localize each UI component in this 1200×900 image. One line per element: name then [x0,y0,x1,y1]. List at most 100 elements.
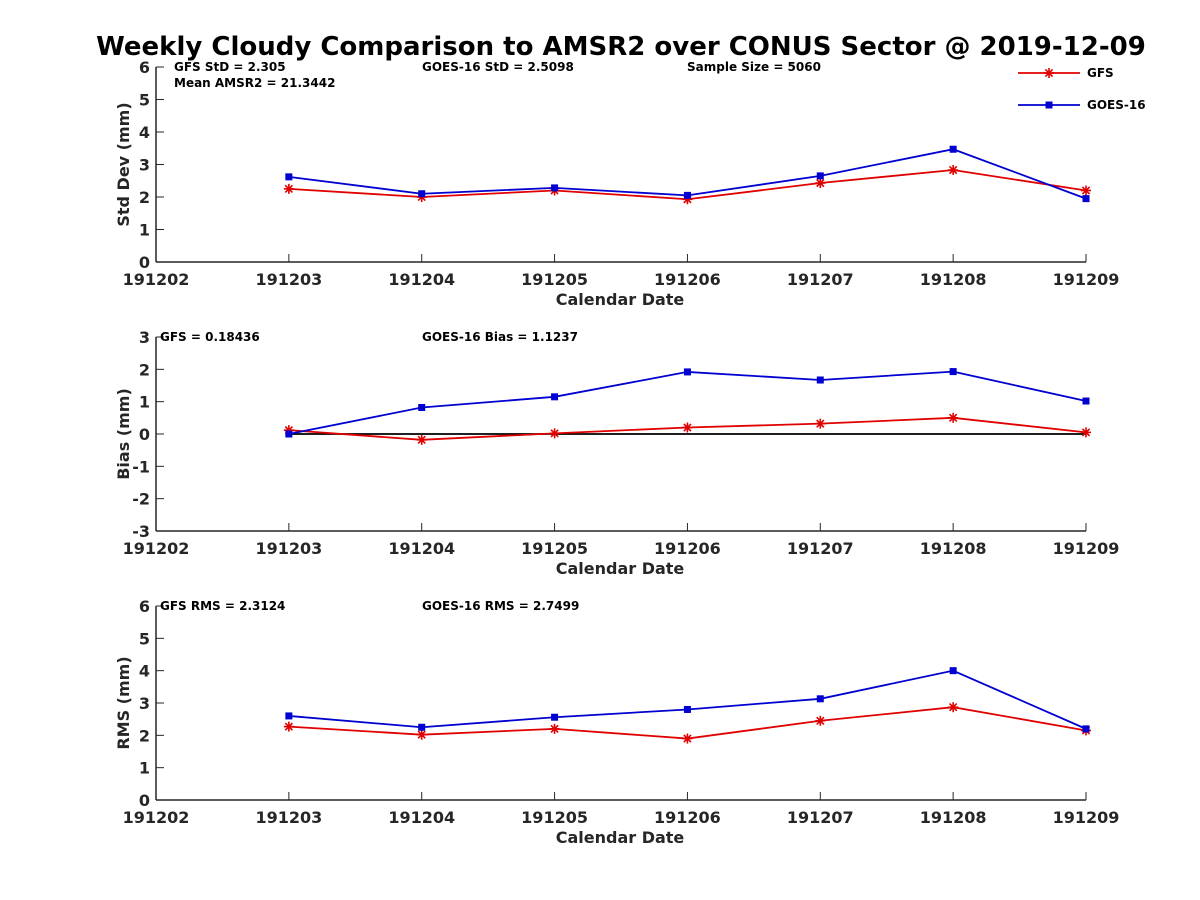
data-point [285,430,293,438]
y-tick-label: 6 [139,597,150,616]
panels: 0 1 2 3 4 5 6 191202 191203 191204 191205 191206 191… [114,58,1119,847]
data-point [816,172,824,180]
data-point [549,723,560,734]
x-tick-label: 191209 [1053,270,1120,289]
y-tick-label: 3 [139,694,150,713]
panel-rms: 0 1 2 3 4 5 6 191202 191203 191204 191205 191206 191… [114,597,1119,847]
x-tick-label: 191208 [920,270,987,289]
y-tick-label: -1 [132,457,150,476]
x-tick-label: 191203 [255,539,322,558]
y-tick-label: 3 [139,328,150,347]
x-tick-label: 191207 [787,808,854,827]
x-tick-label: 191205 [521,270,588,289]
y-axis-label: Std Dev (mm) [114,102,133,226]
annotation-sample-size: Sample Size = 5060 [687,60,821,74]
x-tick-label: 191209 [1053,808,1120,827]
x-tick-label: 191206 [654,539,721,558]
y-tick-label: 3 [139,156,150,175]
data-point [1082,397,1090,405]
series-goes-16 [285,145,1090,203]
annotation-goes-stat: GOES-16 RMS = 2.7499 [422,599,579,613]
series-line [288,669,1087,730]
legend-entry-gfs: GFS [1018,66,1114,80]
y-tick-label: -3 [132,522,150,541]
x-tick-label: 191204 [388,808,455,827]
annotation-gfs-stat: GFS RMS = 2.3124 [160,599,285,613]
x-axis-label: Calendar Date [556,559,685,578]
x-tick-label: 191202 [123,270,190,289]
y-tick-label: 4 [139,662,150,681]
data-point [683,368,691,376]
series-goes-16 [285,667,1090,733]
annotation-goes-stat: GOES-16 StD = 2.5098 [422,60,574,74]
data-point [682,733,693,744]
data-point [416,434,427,445]
x-axis-label: Calendar Date [556,828,685,847]
data-point [949,667,957,675]
x-tick-label: 191206 [654,808,721,827]
data-point [816,695,824,703]
y-tick-label: 1 [139,393,150,412]
data-point [549,428,560,439]
data-point [551,713,559,721]
data-point [551,184,559,192]
y-tick-label: 6 [139,58,150,77]
y-tick-label: 1 [139,221,150,240]
legend: GFS GOES-16 [1018,66,1146,112]
data-point [418,190,426,198]
panel-stddev: 0 1 2 3 4 5 6 191202 191203 191204 191205 191206 191… [114,58,1119,309]
data-point [416,729,427,740]
data-point [1081,185,1091,196]
data-point [1082,725,1090,733]
data-point [815,715,826,726]
y-tick-label: 4 [139,123,150,142]
annotation-gfs-stat: GFS StD = 2.305 [174,60,286,74]
data-point [948,412,959,423]
y-tick-label: 1 [139,759,150,778]
data-point [283,183,294,194]
x-tick-label: 191207 [787,539,854,558]
data-point [1081,427,1091,438]
data-point [683,705,691,713]
data-point [815,178,826,189]
y-axis-label: RMS (mm) [114,656,133,749]
y-tick-label: -2 [132,490,150,509]
data-point [551,393,559,401]
data-point [948,165,959,176]
legend-marker [1044,68,1054,78]
legend-entry-goes-16: GOES-16 [1018,98,1146,112]
data-point [418,403,426,411]
data-point [285,712,293,720]
y-tick-label: 5 [139,629,150,648]
data-point [1082,195,1090,203]
x-tick-label: 191206 [654,270,721,289]
legend-marker [1045,101,1053,109]
annotation-goes-stat: GOES-16 Bias = 1.1237 [422,330,578,344]
data-point [816,376,824,384]
annotation-gfs-stat: GFS = 0.18436 [160,330,260,344]
data-point [283,721,294,732]
x-tick-label: 191208 [920,808,987,827]
legend-label: GFS [1087,66,1114,80]
y-tick-label: 0 [139,425,150,444]
x-tick-label: 191208 [920,539,987,558]
x-tick-label: 191209 [1053,539,1120,558]
data-point [683,191,691,199]
y-tick-label: 2 [139,188,150,207]
chart-title: Weekly Cloudy Comparison to AMSR2 over C… [96,32,1146,62]
x-axis-label: Calendar Date [556,290,685,309]
y-axis-label: Bias (mm) [114,388,133,480]
data-point [285,173,293,181]
y-tick-label: 5 [139,91,150,110]
legend-label: GOES-16 [1087,98,1146,112]
y-tick-label: 0 [139,253,150,272]
data-point [948,702,959,713]
x-tick-label: 191204 [388,270,455,289]
x-tick-label: 191203 [255,270,322,289]
panel-bias: -3 -2 -1 0 1 2 3 191202 191203 191204 191205 191206… [114,328,1119,578]
y-tick-label: 2 [139,360,150,379]
data-point [815,418,826,429]
series-goes-16 [285,368,1090,438]
